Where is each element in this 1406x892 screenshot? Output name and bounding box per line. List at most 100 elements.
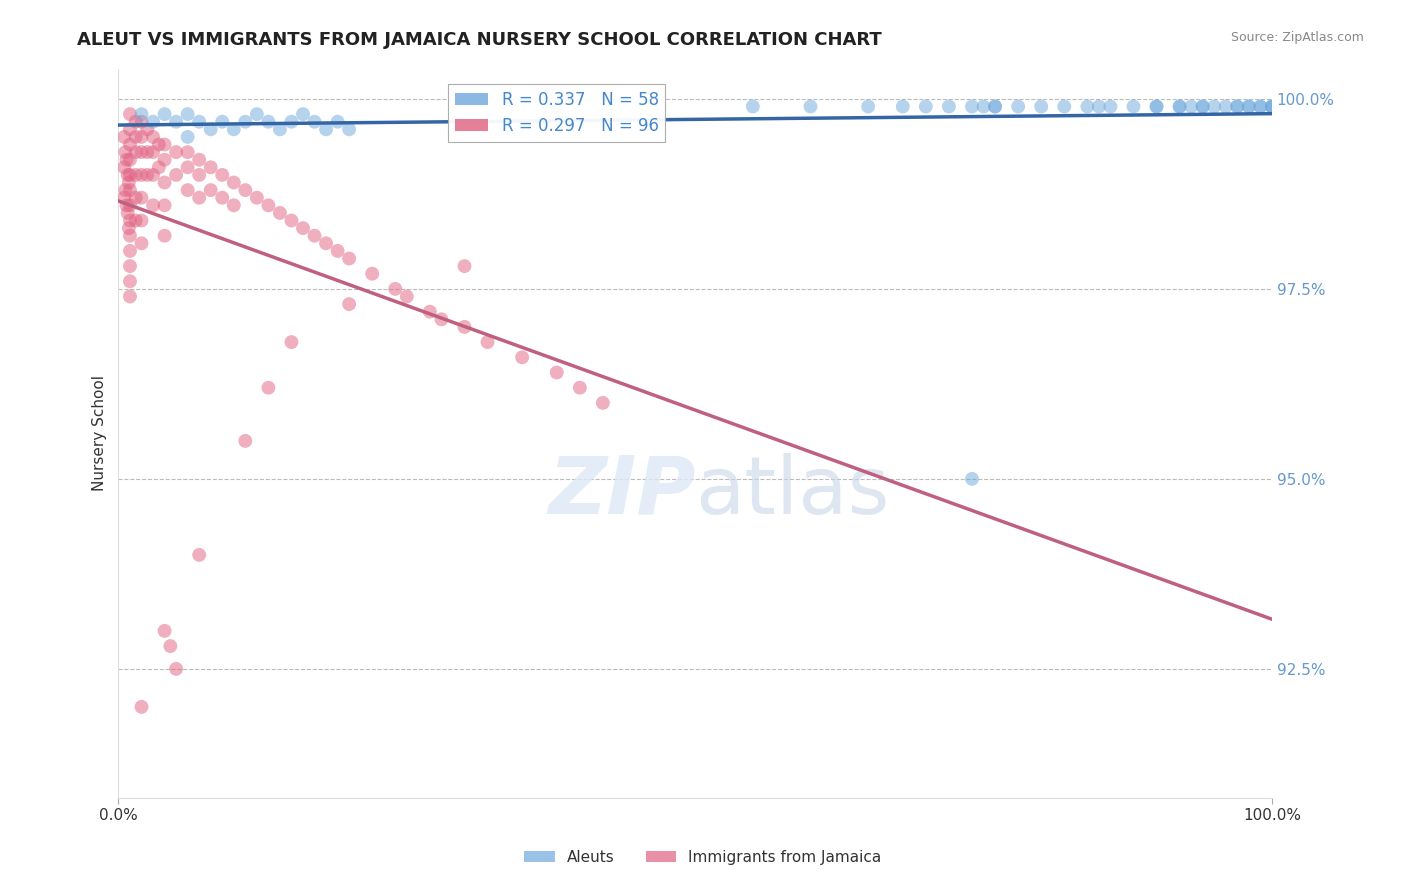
Point [153, 228, 176, 243]
Text: Source: ZipAtlas.com: Source: ZipAtlas.com [1230, 31, 1364, 45]
Point [315, 122, 337, 136]
Point [477, 335, 499, 350]
Point [188, 168, 211, 182]
Point [799, 99, 821, 113]
Point [118, 221, 141, 235]
Point [142, 145, 165, 160]
Point [153, 624, 176, 638]
Point [1226, 99, 1249, 113]
Point [741, 99, 763, 113]
Point [125, 213, 148, 227]
Point [153, 137, 176, 152]
Point [280, 335, 302, 350]
Point [419, 304, 441, 318]
Point [176, 161, 198, 175]
Point [159, 639, 181, 653]
Point [211, 191, 233, 205]
Point [246, 107, 269, 121]
Point [125, 114, 148, 128]
Point [118, 107, 141, 121]
Point [118, 183, 141, 197]
Point [568, 381, 591, 395]
Point [1249, 99, 1271, 113]
Point [1168, 99, 1191, 113]
Point [1099, 99, 1122, 113]
Point [1215, 99, 1237, 113]
Point [1226, 99, 1249, 113]
Point [269, 122, 291, 136]
Point [153, 198, 176, 212]
Point [118, 198, 141, 212]
Point [960, 99, 983, 113]
Point [430, 312, 453, 326]
Point [222, 176, 245, 190]
Point [1031, 99, 1053, 113]
Point [131, 107, 153, 121]
Point [592, 396, 614, 410]
Point [131, 145, 153, 160]
Point [546, 99, 568, 113]
Point [1261, 99, 1284, 113]
Point [136, 168, 159, 182]
Point [1088, 99, 1111, 113]
Point [176, 107, 198, 121]
Point [280, 114, 302, 128]
Point [269, 206, 291, 220]
Point [118, 259, 141, 273]
Point [125, 191, 148, 205]
Point [1204, 99, 1226, 113]
Point [337, 252, 360, 266]
Point [148, 161, 170, 175]
Point [131, 168, 153, 182]
Point [153, 153, 176, 167]
Point [257, 381, 280, 395]
Point [1191, 99, 1213, 113]
Point [891, 99, 914, 113]
Point [1261, 99, 1284, 113]
Point [546, 366, 568, 380]
Point [510, 351, 533, 365]
Point [1249, 99, 1271, 113]
Point [1122, 99, 1144, 113]
Point [117, 168, 139, 182]
Point [1146, 99, 1168, 113]
Point [984, 99, 1007, 113]
Point [115, 153, 138, 167]
Point [233, 114, 256, 128]
Point [118, 244, 141, 258]
Point [118, 122, 141, 136]
Point [1191, 99, 1213, 113]
Point [176, 183, 198, 197]
Legend: Aleuts, Immigrants from Jamaica: Aleuts, Immigrants from Jamaica [519, 844, 887, 871]
Legend: R = 0.337   N = 58, R = 0.297   N = 96: R = 0.337 N = 58, R = 0.297 N = 96 [449, 84, 665, 142]
Point [211, 168, 233, 182]
Point [125, 129, 148, 144]
Point [188, 548, 211, 562]
Point [326, 114, 349, 128]
Point [960, 472, 983, 486]
Point [856, 99, 879, 113]
Point [165, 114, 187, 128]
Point [361, 267, 384, 281]
Point [176, 145, 198, 160]
Point [257, 114, 280, 128]
Point [337, 122, 360, 136]
Point [1237, 99, 1260, 113]
Point [304, 114, 326, 128]
Y-axis label: Nursery School: Nursery School [93, 376, 107, 491]
Point [915, 99, 938, 113]
Point [114, 145, 136, 160]
Point [188, 153, 211, 167]
Point [125, 145, 148, 160]
Point [176, 129, 198, 144]
Point [125, 168, 148, 182]
Point [973, 99, 995, 113]
Point [222, 198, 245, 212]
Point [1146, 99, 1168, 113]
Point [117, 206, 139, 220]
Point [326, 244, 349, 258]
Point [1007, 99, 1029, 113]
Point [280, 213, 302, 227]
Point [118, 176, 141, 190]
Point [112, 161, 135, 175]
